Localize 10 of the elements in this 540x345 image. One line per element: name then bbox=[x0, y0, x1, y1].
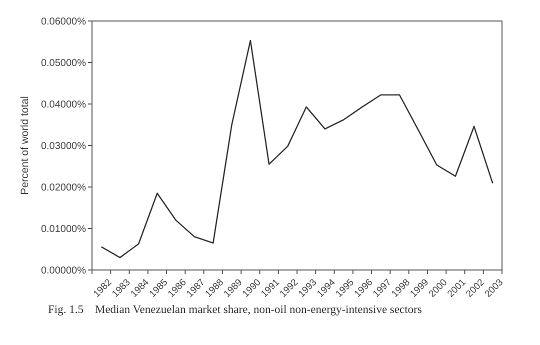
y-tick-label: 0.03000% bbox=[40, 141, 86, 152]
y-tick-label: 0.05000% bbox=[40, 58, 86, 69]
y-tick-label: 0.02000% bbox=[40, 182, 86, 194]
line-series bbox=[100, 40, 494, 258]
caption: Fig. 1.5 Median Venezuelan market share, non-oil non-energy-intensive sectors bbox=[48, 304, 422, 316]
y-tick-label: 0.01000% bbox=[40, 224, 86, 235]
y-tick-label: 0.00000% bbox=[40, 266, 86, 276]
y-tick-label: 0.04000% bbox=[40, 100, 86, 110]
y-axis-title: Percent of world total bbox=[19, 96, 31, 195]
y-tick-label: 0.06000% bbox=[40, 16, 86, 28]
